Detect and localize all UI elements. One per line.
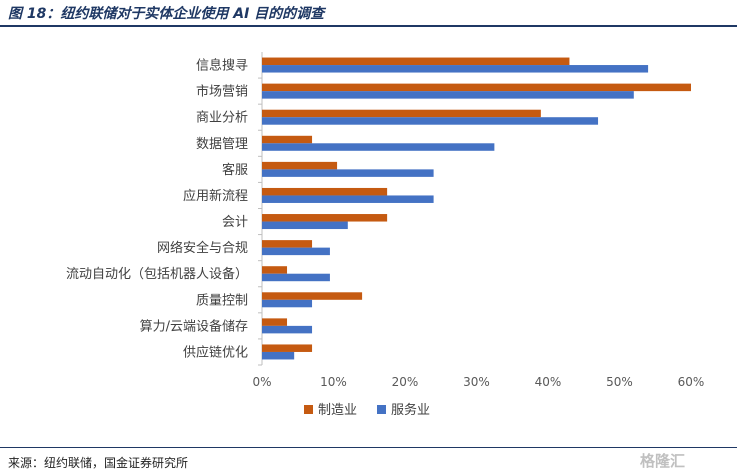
bar-services	[262, 351, 295, 360]
chart-title: 图 18：纽约联储对于实体企业使用 AI 目的的调查	[8, 6, 325, 22]
x-tick-label: 20%	[392, 375, 419, 389]
category-label: 商业分析	[196, 111, 248, 126]
category-label: 数据管理	[196, 137, 248, 152]
legend-swatch-manufacturing	[304, 405, 313, 414]
bar-manufacturing	[262, 240, 313, 248]
footer-rule	[0, 447, 737, 448]
x-tick-label: 40%	[535, 375, 562, 389]
bar-chart: 信息搜寻市场营销商业分析数据管理客服应用新流程会计网络安全与合规流动自动化（包括…	[66, 52, 705, 418]
bar-manufacturing	[262, 344, 313, 352]
category-label: 应用新流程	[183, 188, 248, 204]
x-tick-label: 60%	[678, 375, 705, 389]
legend-label-services: 服务业	[391, 402, 430, 418]
bar-manufacturing	[262, 109, 541, 118]
bar-manufacturing	[262, 292, 363, 300]
legend-swatch-services	[377, 405, 386, 414]
bar-manufacturing	[262, 214, 388, 222]
x-tick-label: 30%	[463, 375, 490, 389]
bar-services	[262, 143, 495, 151]
bar-services	[262, 91, 634, 99]
category-label: 供应链优化	[183, 344, 248, 360]
category-label: 流动自动化（包括机器人设备）	[66, 266, 248, 282]
bar-manufacturing	[262, 135, 313, 144]
source-note: 来源：纽约联储，国金证券研究所	[8, 456, 189, 470]
category-label: 信息搜寻	[196, 58, 248, 74]
category-label: 网络安全与合规	[157, 240, 248, 256]
legend-label-manufacturing: 制造业	[318, 403, 357, 418]
bar-services	[262, 221, 348, 230]
bar-manufacturing	[262, 187, 388, 196]
category-label: 质量控制	[196, 293, 248, 308]
bar-services	[262, 117, 599, 125]
bar-services	[262, 247, 330, 256]
category-label: 市场营销	[196, 84, 248, 100]
bar-services	[262, 273, 330, 282]
category-label: 算力/云端设备储存	[140, 318, 248, 334]
x-tick-label: 50%	[606, 375, 633, 389]
watermark-logo: 格隆汇	[640, 452, 686, 470]
bar-services	[262, 299, 313, 308]
bar-services	[262, 325, 313, 334]
x-tick-label: 0%	[252, 375, 271, 389]
bar-services	[262, 195, 434, 203]
bar-services	[262, 65, 649, 73]
category-label: 客服	[222, 162, 248, 178]
bar-manufacturing	[262, 318, 288, 326]
bar-manufacturing	[262, 83, 691, 92]
bar-manufacturing	[262, 161, 338, 170]
x-tick-label: 10%	[320, 375, 347, 389]
bar-manufacturing	[262, 57, 570, 66]
title-rule	[0, 25, 737, 27]
bar-services	[262, 169, 434, 177]
category-label: 会计	[222, 215, 248, 230]
bar-manufacturing	[262, 266, 288, 274]
